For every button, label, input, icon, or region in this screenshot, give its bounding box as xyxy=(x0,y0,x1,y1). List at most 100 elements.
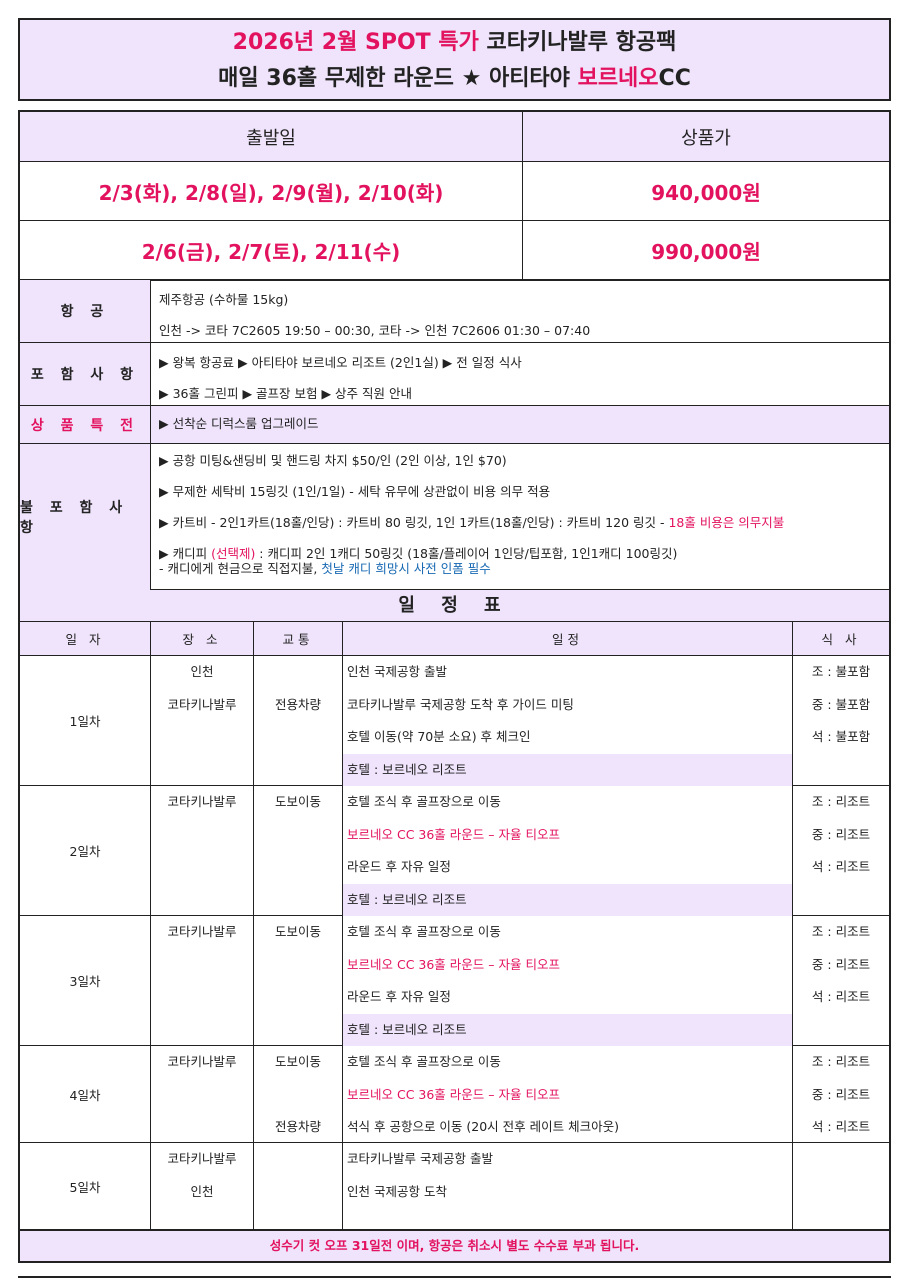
title-line-2: 매일 36홀 무제한 라운드 ★ 아티타야 보르네오CC xyxy=(20,61,889,97)
transport xyxy=(254,1176,342,1209)
divider xyxy=(18,1276,891,1278)
place-cell: 코타키나발루 xyxy=(151,1046,254,1142)
schedule-item: 인천 국제공항 도착 xyxy=(347,1183,447,1199)
place xyxy=(151,949,253,982)
schedule-cell: 인천 국제공항 출발 코타키나발루 국제공항 도착 후 가이드 미팅 호텔 이동(약… xyxy=(343,656,793,786)
transport: 도보이동 xyxy=(274,1054,321,1069)
schedule-item: 호텔 : 보르네오 리조트 xyxy=(343,883,792,916)
meal xyxy=(793,884,889,917)
benefit-row: 상 품 특 전 ▶ 선착순 디럭스룸 업그레이드 xyxy=(20,406,889,444)
excluded-row: 불 포 함 사 항 ▶ 공항 미팅&샌딩비 및 핸드링 차지 $50/인 (2인… xyxy=(20,444,889,590)
day-row: 2일차 코타키나발루 도보이동 호텔 조식 후 골프장으로 이동 보르네오 CC 36홀… xyxy=(20,786,889,916)
col-day: 일 자 xyxy=(20,622,151,655)
meals-cell: 조 : 불포함 중 : 불포함 석 : 불포함 xyxy=(793,656,889,785)
schedule-item: 보르네오 CC 36홀 라운드 – 자율 티오프 xyxy=(347,1086,560,1102)
transport xyxy=(254,656,342,689)
title-promo: 2026년 2월 SPOT 특가 xyxy=(232,30,479,55)
cart-fee: ▶ 카트비 - 2인1카트(18홀/인당) : 카트비 80 링깃, 1인 1카… xyxy=(159,515,669,530)
transport xyxy=(254,884,342,917)
flight-schedule: 인천 -> 코타 7C2605 19:50 – 00:30, 코타 -> 인천 … xyxy=(159,323,591,338)
schedule-item: 라운드 후 자유 일정 xyxy=(347,859,451,874)
place xyxy=(151,819,253,852)
meals-cell: 조 : 리조트 중 : 리조트 석 : 리조트 xyxy=(793,916,889,1045)
caddie-payment: - 캐디에게 현금으로 직접지불, xyxy=(159,561,322,576)
meals-cell: 조 : 리조트 중 : 리조트 석 : 리조트 xyxy=(793,1046,889,1142)
title-sub-b: CC xyxy=(658,66,691,91)
place xyxy=(151,1014,253,1047)
place xyxy=(151,1111,253,1144)
col-schedule: 일정 xyxy=(343,622,793,655)
transport xyxy=(254,1014,342,1047)
itinerary-title: 일 정 표 xyxy=(20,590,889,622)
day-row: 1일차 인천 코타키나발루 전용차량 인천 국제공항 출발 코타키나발루 국제공항 도착 … xyxy=(20,656,889,786)
place xyxy=(151,754,253,787)
schedule-item: 호텔 조식 후 골프장으로 이동 xyxy=(347,1054,501,1069)
benefit-line: ▶ 선착순 디럭스룸 업그레이드 xyxy=(159,416,319,431)
meal: 중 : 리조트 xyxy=(811,956,871,972)
price: 940,000원 xyxy=(651,180,761,205)
price-row: 2/3(화), 2/8(일), 2/9(월), 2/10(화) 940,000원 xyxy=(20,162,889,221)
info-table: 항 공 제주항공 (수하물 15kg) 인천 -> 코타 7C2605 19:50 … xyxy=(18,280,891,591)
day-number: 3일차 xyxy=(69,974,101,989)
day-label: 2일차 xyxy=(20,786,151,915)
title-banner: 2026년 2월 SPOT 특가 코타키나발루 항공팩 매일 36홀 무제한 라… xyxy=(18,18,891,101)
transport-cell: 도보이동 xyxy=(254,786,343,915)
transport xyxy=(254,819,342,852)
schedule-item: 라운드 후 자유 일정 xyxy=(347,989,451,1004)
place: 인천 xyxy=(190,664,214,679)
place: 코타키나발루 xyxy=(167,924,237,939)
included-row: 포 함 사 항 ▶ 왕복 항공료 ▶ 아티타야 보르네오 리조트 (2인1실) ▶… xyxy=(20,343,889,406)
meals-cell: 조 : 리조트 중 : 리조트 석 : 리조트 xyxy=(793,786,889,915)
meal: 중 : 불포함 xyxy=(811,696,871,712)
excluded-line: ▶ 캐디피 (선택제) : 캐디피 2인 1캐디 50링깃 (18홀/플레이어 … xyxy=(159,538,881,569)
price-row: 2/6(금), 2/7(토), 2/11(수) 990,000원 xyxy=(20,221,889,280)
place-cell: 코타키나발루 xyxy=(151,786,254,915)
airline: 제주항공 (수하물 15kg) xyxy=(159,292,289,307)
included-label: 포 함 사 항 xyxy=(20,343,151,405)
itinerary-header: 일 자 장 소 교통 일정 식 사 xyxy=(20,622,889,656)
air-row: 항 공 제주항공 (수하물 15kg) 인천 -> 코타 7C2605 19:50 … xyxy=(20,280,889,343)
caddie-fee: ▶ 캐디피 xyxy=(159,546,212,561)
place: 코타키나발루 xyxy=(167,794,237,809)
day-label: 1일차 xyxy=(20,656,151,785)
caddie-optional: (선택제) xyxy=(211,546,256,561)
caddie-fee-detail: : 캐디피 2인 1캐디 50링깃 (18홀/플레이어 1인당/팁포함, 1인1… xyxy=(255,546,678,561)
excluded-line: ▶ 카트비 - 2인1카트(18홀/인당) : 카트비 80 링깃, 1인 1카… xyxy=(159,507,881,538)
meal xyxy=(793,1014,889,1047)
schedule-cell: 호텔 조식 후 골프장으로 이동 보르네오 CC 36홀 라운드 – 자율 티오프… xyxy=(343,786,793,916)
caddie-notice: 첫날 캐디 희망시 사전 인폼 필수 xyxy=(321,561,491,576)
meal: 석 : 리조트 xyxy=(811,859,871,874)
schedule-item: 보르네오 CC 36홀 라운드 – 자율 티오프 xyxy=(347,956,560,972)
schedule-item: 코타키나발루 국제공항 출발 xyxy=(347,1151,493,1166)
day-row: 5일차 코타키나발루 인천 코타키나발루 국제공항 출발 인천 국제공항 도착 xyxy=(20,1143,889,1230)
excluded-line: - 캐디에게 현금으로 직접지불, 첫날 캐디 희망시 사전 인폼 필수 xyxy=(159,561,881,581)
transport-cell xyxy=(254,1143,343,1229)
excluded-line: ▶ 공항 미팅&샌딩비 및 핸드링 차지 $50/인 (2인 이상, 1인 $7… xyxy=(159,453,507,468)
transport: 도보이동 xyxy=(274,794,321,809)
title-product: 코타키나발루 항공팩 xyxy=(478,30,677,55)
day-row: 3일차 코타키나발루 도보이동 호텔 조식 후 골프장으로 이동 보르네오 CC 36홀… xyxy=(20,916,889,1046)
place: 인천 xyxy=(190,1183,214,1199)
place-cell: 인천 코타키나발루 xyxy=(151,656,254,785)
place-cell: 코타키나발루 xyxy=(151,916,254,1045)
transport xyxy=(254,754,342,787)
benefit-label: 상 품 특 전 xyxy=(20,406,151,443)
meal: 석 : 불포함 xyxy=(811,729,871,744)
header-dates: 출발일 xyxy=(20,112,523,161)
price-table: 출발일 상품가 2/3(화), 2/8(일), 2/9(월), 2/10(화) 94… xyxy=(18,110,891,281)
transport-cell: 전용차량 xyxy=(254,656,343,785)
header-price: 상품가 xyxy=(681,127,731,149)
col-transport: 교통 xyxy=(254,622,343,655)
transport: 전용차량 xyxy=(274,696,321,712)
col-place: 장 소 xyxy=(151,622,254,655)
day-row: 4일차 코타키나발루 도보이동 전용차량 호텔 조식 후 골프장으로 이동 보르네오 CC… xyxy=(20,1046,889,1143)
price-header: 출발일 상품가 xyxy=(20,112,889,162)
day-number: 4일차 xyxy=(69,1087,101,1103)
day-number: 5일차 xyxy=(69,1179,101,1195)
place: 코타키나발루 xyxy=(167,1054,237,1069)
schedule-item: 석식 후 공항으로 이동 (20시 전후 레이트 체크아웃) xyxy=(347,1119,619,1134)
meal: 조 : 리조트 xyxy=(811,924,871,939)
departure-dates: 2/3(화), 2/8(일), 2/9(월), 2/10(화) xyxy=(20,162,523,220)
price: 990,000원 xyxy=(651,240,761,264)
